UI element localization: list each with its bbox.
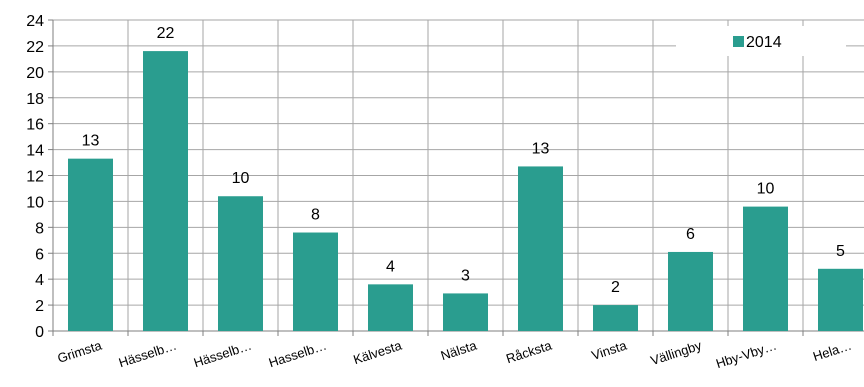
legend: 2014 xyxy=(676,26,846,56)
legend-background xyxy=(676,26,846,56)
y-tick-label: 20 xyxy=(26,65,44,82)
gridlines xyxy=(53,19,864,331)
x-tick-label: Hela… xyxy=(811,338,853,365)
bar xyxy=(818,268,863,331)
data-label: 2 xyxy=(611,279,620,296)
x-tick-label: Vällingby xyxy=(649,337,704,368)
y-tick-label: 2 xyxy=(35,298,44,315)
x-tick-label: Hässelb… xyxy=(192,338,254,371)
bar xyxy=(218,196,263,331)
x-tick-label: Vinsta xyxy=(590,337,630,363)
data-label: 6 xyxy=(686,226,695,243)
y-tick-label: 18 xyxy=(26,91,44,108)
y-tick-label: 10 xyxy=(26,194,44,211)
x-tick-label: Kälvesta xyxy=(351,337,404,367)
x-tick-label: Hby-Vby… xyxy=(714,338,778,372)
x-tick-label: Hässelb… xyxy=(117,338,179,371)
y-tick-label: 16 xyxy=(26,117,44,134)
bar xyxy=(293,232,338,331)
data-label: 22 xyxy=(157,25,175,42)
bar xyxy=(143,51,188,331)
data-label: 13 xyxy=(532,140,550,157)
bar xyxy=(68,158,113,331)
x-tick-label: Grimsta xyxy=(56,337,105,366)
bar xyxy=(743,206,788,331)
data-label: 13 xyxy=(82,133,100,150)
data-label: 8 xyxy=(311,207,320,224)
y-tick-label: 8 xyxy=(35,220,44,237)
bar xyxy=(368,284,413,331)
y-tick-label: 12 xyxy=(26,169,44,186)
x-tick-label: Hasselb… xyxy=(267,338,329,371)
data-labels: 13 22 10 8 4 3 13 2 6 10 5 xyxy=(82,25,845,296)
y-tick-label: 4 xyxy=(35,272,44,289)
bars xyxy=(68,51,863,331)
y-tick-label: 6 xyxy=(35,246,44,263)
bar xyxy=(593,305,638,331)
legend-label: 2014 xyxy=(746,34,782,51)
y-tick-label: 24 xyxy=(26,13,44,30)
x-tick-labels: Grimsta Hässelb… Hässelb… Hasselb… Kälvesta N… xyxy=(56,337,854,371)
y-tick-label: 0 xyxy=(35,324,44,341)
legend-swatch xyxy=(733,36,744,47)
data-label: 3 xyxy=(461,267,470,284)
bar xyxy=(668,251,713,331)
bar xyxy=(443,293,488,331)
x-tick-label: Råcksta xyxy=(504,337,554,366)
data-label: 10 xyxy=(232,170,250,187)
data-label: 5 xyxy=(836,243,845,260)
y-tick-label: 14 xyxy=(26,143,44,160)
y-tick-label: 22 xyxy=(26,39,44,56)
x-tick-label: Nälsta xyxy=(439,337,479,363)
data-label: 4 xyxy=(386,258,395,275)
bar xyxy=(518,166,563,331)
data-label: 10 xyxy=(757,181,775,198)
